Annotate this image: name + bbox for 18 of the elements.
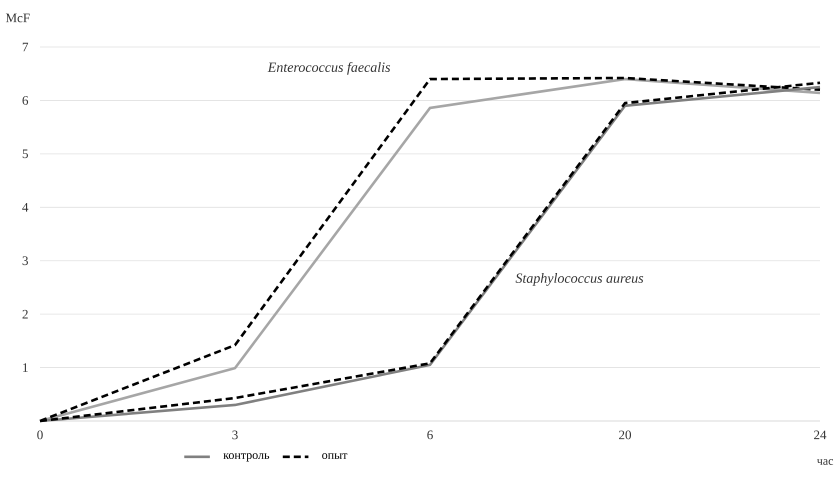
legend-label: контроль — [223, 453, 270, 462]
x-tick-label: 3 — [232, 430, 238, 440]
x-tick-label: 0 — [37, 430, 43, 440]
y-tick-label: 1 — [23, 363, 28, 372]
annotation: Staphylococcus aureus — [516, 273, 644, 286]
x-tick-label: 20 — [619, 430, 632, 440]
annotation: Enterococcus faecalis — [268, 62, 390, 75]
x-axis-title: час — [816, 459, 834, 465]
y-tick-label: 6 — [22, 96, 28, 105]
y-tick-label: 4 — [22, 203, 28, 212]
y-tick-label: 7 — [22, 42, 28, 52]
x-tick-label: 24 — [814, 430, 826, 440]
y-axis-title: McF — [6, 14, 30, 22]
y-tick-label: 3 — [22, 256, 28, 266]
y-tick-label: 2 — [22, 310, 28, 318]
x-tick-label: 6 — [427, 430, 433, 440]
y-tick-label: 5 — [22, 150, 28, 158]
legend-label: опыт — [322, 453, 348, 460]
